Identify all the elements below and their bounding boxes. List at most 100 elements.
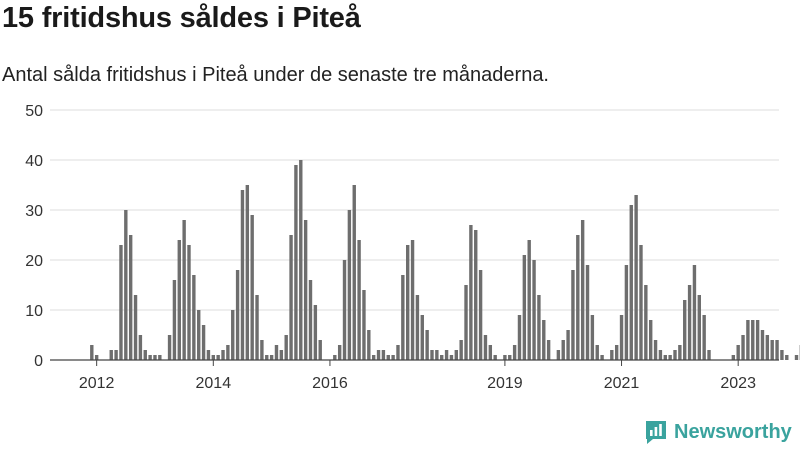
data-bar <box>260 340 264 360</box>
data-bar <box>299 160 303 360</box>
data-bar <box>697 295 701 360</box>
data-bar <box>746 320 750 360</box>
data-bar <box>629 205 633 360</box>
data-bar <box>303 220 308 360</box>
data-bar <box>333 355 337 360</box>
data-bar <box>347 210 352 360</box>
chart-subtitle: Antal sålda fritidshus i Piteå under de … <box>2 64 549 86</box>
data-bar <box>765 335 770 360</box>
data-bar <box>483 335 488 360</box>
data-bar <box>294 165 298 360</box>
data-bar <box>143 350 147 360</box>
data-bar <box>658 350 663 360</box>
data-bar <box>785 355 789 360</box>
data-bar <box>614 345 619 360</box>
data-bar <box>474 230 478 360</box>
data-bar <box>649 320 653 360</box>
data-bar <box>255 295 259 360</box>
data-bar <box>464 285 468 360</box>
y-tick-label: 0 <box>34 353 43 370</box>
data-bar <box>367 330 371 360</box>
data-bar <box>376 350 381 360</box>
data-bar <box>683 300 687 360</box>
data-bar <box>546 340 551 360</box>
data-bar <box>653 340 658 360</box>
data-bar <box>600 355 604 360</box>
data-bar <box>444 350 449 360</box>
data-bar <box>590 315 595 360</box>
data-bar <box>231 310 235 360</box>
data-bar <box>221 350 225 360</box>
data-bar <box>182 220 186 360</box>
data-bar <box>580 220 585 360</box>
data-bar <box>585 265 590 360</box>
data-bar <box>401 275 405 360</box>
data-bar <box>197 310 201 360</box>
data-bar <box>425 330 429 360</box>
data-bar <box>493 355 497 360</box>
y-tick-label: 40 <box>25 153 43 170</box>
data-bar <box>517 315 522 360</box>
data-bar <box>153 355 157 360</box>
data-bar <box>469 225 473 360</box>
x-tick-label: 2023 <box>720 375 756 392</box>
data-bar <box>508 355 512 360</box>
data-bar <box>211 355 215 360</box>
data-bar <box>440 355 444 360</box>
data-bar <box>527 240 531 360</box>
data-bar <box>430 350 434 360</box>
data-bar <box>274 345 279 360</box>
data-bar <box>571 270 575 360</box>
data-bar <box>639 245 643 360</box>
data-bar <box>610 350 614 360</box>
data-bar <box>226 345 230 360</box>
data-bar <box>245 185 250 360</box>
data-bar <box>396 345 400 360</box>
brand-logo: Newsworthy <box>644 419 792 445</box>
data-bar <box>240 190 245 360</box>
data-bar <box>678 345 682 360</box>
data-bar <box>371 355 376 360</box>
data-bar <box>352 185 356 360</box>
brand-name: Newsworthy <box>674 420 792 443</box>
data-bar <box>415 295 420 360</box>
x-tick-label: 2019 <box>487 375 523 392</box>
x-tick-label: 2021 <box>604 375 640 392</box>
data-bar <box>741 335 745 360</box>
data-bar <box>435 350 439 360</box>
data-bar <box>391 355 395 360</box>
data-bar <box>381 350 386 360</box>
y-tick-label: 20 <box>25 253 43 270</box>
data-bar <box>114 350 118 360</box>
data-bar <box>362 290 366 360</box>
data-bar <box>206 350 211 360</box>
data-bar <box>644 285 648 360</box>
y-tick-label: 50 <box>25 103 43 120</box>
data-bar <box>279 350 284 360</box>
newsworthy-logo-icon <box>646 421 666 444</box>
data-bar <box>566 330 570 360</box>
data-bar <box>158 355 162 360</box>
data-bar <box>342 260 347 360</box>
data-bar <box>561 340 565 360</box>
data-bar <box>420 315 424 360</box>
data-bar <box>192 275 196 360</box>
data-bar <box>736 345 740 360</box>
data-bar <box>595 345 599 360</box>
data-bar <box>308 280 313 360</box>
data-bar <box>692 265 697 360</box>
y-tick-label: 10 <box>25 303 43 320</box>
data-bar <box>216 355 220 360</box>
chart-title: 15 fritidshus såldes i Piteå <box>2 2 361 34</box>
data-bar <box>265 355 269 360</box>
data-bar <box>459 340 463 360</box>
data-bar <box>488 345 493 360</box>
data-bar <box>503 355 507 360</box>
data-bar <box>235 270 240 360</box>
data-bar <box>177 240 181 360</box>
data-bar <box>148 355 152 360</box>
data-bar <box>619 315 624 360</box>
data-bar <box>673 350 677 360</box>
data-bar <box>780 350 784 360</box>
